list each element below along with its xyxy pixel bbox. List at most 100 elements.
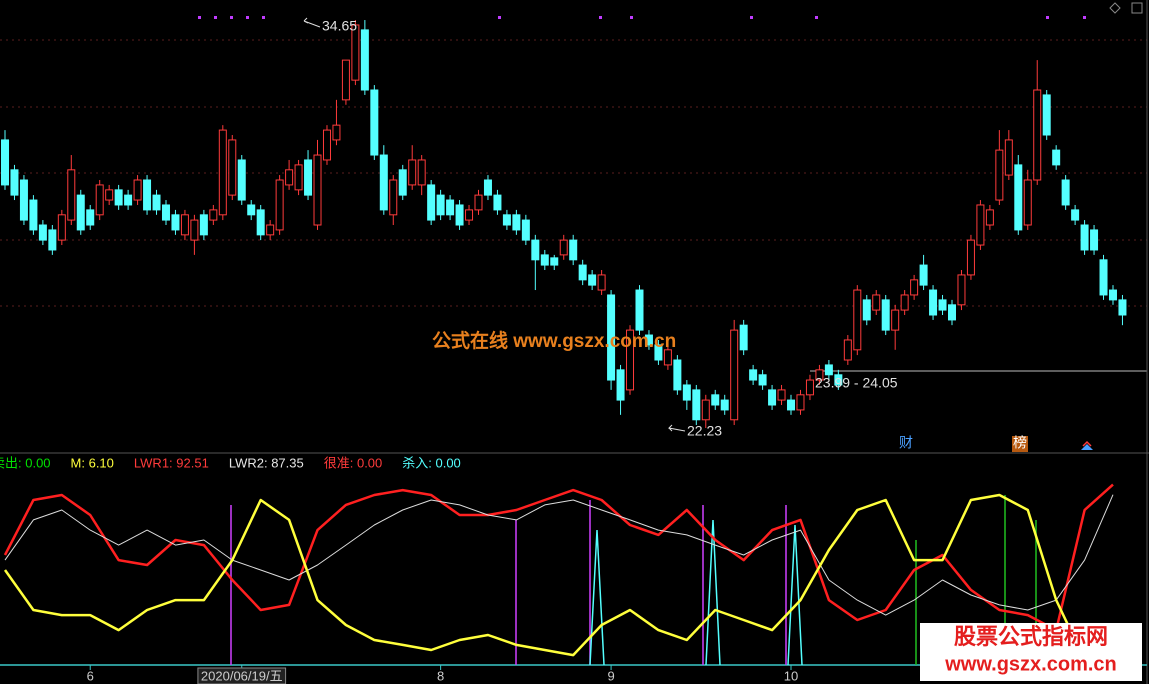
candle-body — [569, 239, 578, 261]
candle-body — [768, 389, 777, 406]
candle-body — [957, 274, 966, 306]
icon[interactable] — [1109, 2, 1121, 14]
candle-body — [493, 194, 502, 211]
candle-body — [322, 129, 331, 161]
candle-body — [692, 389, 701, 421]
legend-entry: 卖出: 0.00 — [0, 455, 51, 470]
annotation-arrow — [303, 17, 321, 28]
candle-body — [995, 149, 1004, 201]
candle-body — [1080, 224, 1089, 251]
candle-body — [341, 59, 350, 101]
candle-body — [929, 289, 938, 316]
candle-body — [266, 224, 275, 236]
dot — [246, 16, 249, 19]
candle-body — [891, 309, 900, 331]
candle-body — [720, 399, 729, 411]
candle-body — [739, 324, 748, 351]
dot — [198, 16, 201, 19]
candle-body — [758, 374, 767, 386]
badge: 榜 — [1013, 435, 1027, 451]
candle-body — [910, 279, 919, 296]
icon[interactable] — [1131, 2, 1143, 14]
candle-body — [730, 329, 739, 421]
watermark: 公式在线 www.gszx.com.cn — [432, 329, 676, 352]
indicator-line — [4, 494, 1114, 616]
indicator-line — [3, 493, 1114, 662]
candle-body — [398, 169, 407, 196]
candle-body — [152, 194, 161, 211]
candle-body — [76, 194, 85, 231]
candle-body — [749, 369, 758, 381]
candle-body — [976, 204, 985, 246]
watermark-box — [920, 623, 1142, 681]
candle-body — [199, 214, 208, 236]
signal-dots — [198, 16, 1086, 19]
candle-body — [1033, 89, 1042, 181]
candle-body — [711, 394, 720, 406]
candle-body — [29, 199, 38, 231]
candle-body — [1118, 299, 1127, 316]
candle-body — [834, 374, 843, 386]
candle-body — [796, 394, 805, 411]
candle-body — [209, 209, 218, 221]
candle-body — [294, 164, 303, 191]
dot — [214, 16, 217, 19]
dot — [750, 16, 753, 19]
candle-body — [1052, 149, 1061, 166]
candle-body — [597, 274, 606, 291]
candle-body — [171, 214, 180, 231]
price-annotation: 34.65 — [322, 18, 357, 34]
dot — [630, 16, 633, 19]
candle-body — [616, 369, 625, 401]
candle-body — [853, 289, 862, 351]
candle-body — [360, 29, 369, 91]
candle-body — [465, 209, 474, 221]
candle-body — [663, 349, 672, 366]
candle-body — [635, 289, 644, 331]
x-tick-label: 2020/06/19/五 — [201, 668, 283, 683]
candle-body — [502, 214, 511, 226]
candle-body — [190, 219, 199, 241]
x-tick-highlight — [197, 667, 287, 684]
candle-body — [228, 139, 237, 196]
candle-body — [275, 179, 284, 231]
dot — [815, 16, 818, 19]
candle-body — [607, 294, 616, 381]
price-annotation: 23.99 - 24.05 — [815, 375, 898, 391]
candle-body — [256, 209, 265, 236]
candle-body — [389, 179, 398, 216]
candle-body — [285, 169, 294, 186]
badge: 财 — [899, 435, 913, 451]
candle-body — [1004, 139, 1013, 176]
candle-body — [521, 219, 530, 241]
legend-entry: 杀入: 0.00 — [402, 455, 461, 470]
candle-body — [114, 189, 123, 206]
candle-body — [644, 334, 653, 346]
candle-body — [654, 344, 663, 361]
candle-body — [304, 159, 313, 196]
price-annotation: 22.23 — [687, 423, 722, 439]
badge-icon — [1082, 440, 1092, 447]
candle-body — [862, 299, 871, 321]
candle-body — [815, 369, 824, 381]
candle-body — [105, 189, 114, 201]
legend-entry: 很准: 0.00 — [324, 455, 383, 470]
candle-body — [86, 209, 95, 226]
candle-body — [1023, 179, 1032, 226]
candle-body — [843, 339, 852, 361]
candle-body — [985, 209, 994, 226]
dot — [230, 16, 233, 19]
candle-body — [673, 359, 682, 391]
candle-body — [446, 199, 455, 216]
dot — [599, 16, 602, 19]
candle-body — [1071, 209, 1080, 221]
candle-body — [332, 124, 341, 141]
candle-body — [313, 154, 322, 226]
candle-body — [237, 159, 246, 201]
candle-body — [133, 179, 142, 201]
candle-body — [474, 194, 483, 211]
candle-body — [1, 139, 9, 186]
x-tick-label: 10 — [784, 668, 798, 683]
candle-body — [57, 214, 66, 241]
